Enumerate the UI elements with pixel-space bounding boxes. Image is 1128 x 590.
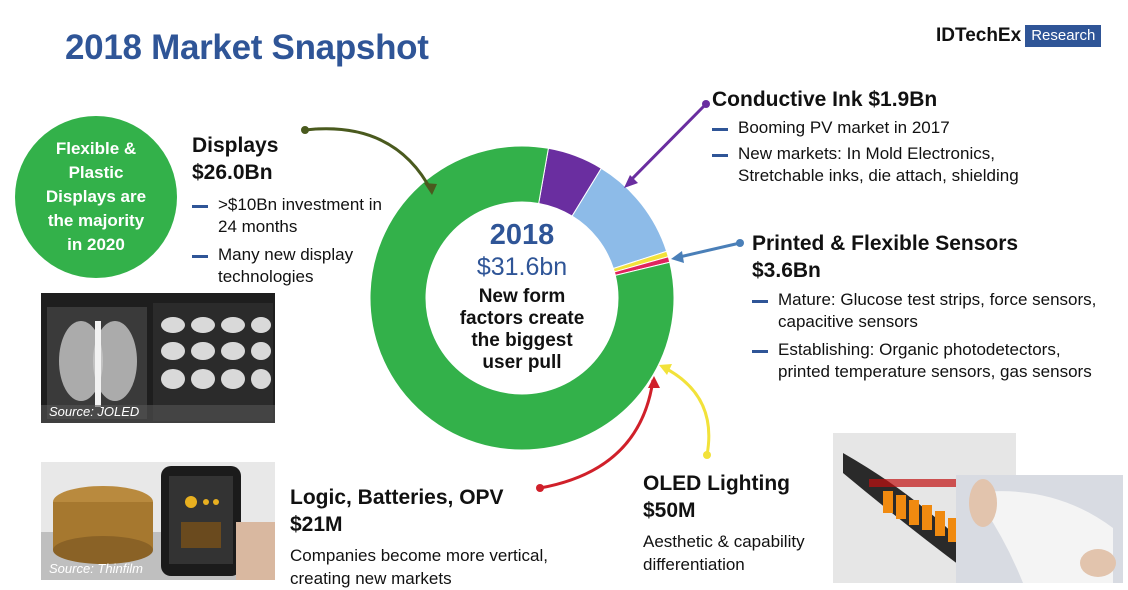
displays-bullet: >$10Bn investment in 24 months (192, 194, 386, 238)
donut-slice-displays (369, 145, 675, 451)
sensors-bullet: Establishing: Organic photodetectors, pr… (752, 339, 1108, 383)
logic-arrow-dot (536, 484, 544, 492)
center-line: the biggest (471, 330, 573, 351)
logic-arrowhead (648, 376, 660, 388)
displays-arrowhead (424, 183, 437, 195)
majority-badge: Flexible & Plastic Displays are the majo… (15, 116, 177, 278)
oled-photo (833, 433, 1123, 583)
displays-arrow-dot (301, 126, 309, 134)
logo-tag: Research (1025, 25, 1102, 47)
smart-packaging-image (41, 462, 275, 580)
donut-segments (369, 145, 675, 451)
photo-source: Source: JOLED (49, 404, 140, 419)
bullet-text: Mature: Glucose test strips, force senso… (778, 290, 1097, 331)
center-year: 2018 (489, 219, 555, 251)
center-line: factors create (459, 308, 585, 329)
logic-photo: Source: Thinfilm (41, 462, 275, 580)
badge-line: Displays are (45, 187, 147, 206)
idtechex-logo: IDTechEx Research (936, 24, 1102, 48)
displays-value: $26.0Bn (192, 161, 273, 184)
badge-line: Flexible & (55, 139, 137, 158)
conductive-bullet: New markets: In Mold Electronics, Stretc… (712, 143, 1068, 187)
bullet-dash (192, 255, 208, 258)
conductive-block: Conductive Ink $1.9Bn Booming PV market … (712, 86, 1092, 187)
sensors-value: $3.6Bn (752, 259, 821, 282)
displays-bullet: Many new display technologies (192, 244, 386, 288)
conductive-arrow (626, 102, 708, 185)
oled-arrowhead (659, 364, 672, 375)
sensors-block: Printed & Flexible Sensors $3.6Bn Mature… (752, 230, 1112, 383)
oled-arrow (662, 365, 711, 456)
donut-center: 2018 $31.6bn New form factors create the… (442, 218, 602, 374)
logic-value: $21M (290, 513, 343, 536)
oled-title: OLED Lighting (643, 472, 790, 495)
page-title: 2018 Market Snapshot (65, 28, 429, 67)
bullet-dash (192, 205, 208, 208)
badge-line: Plastic (68, 163, 124, 182)
displays-block: Displays $26.0Bn >$10Bn investment in 24… (192, 132, 392, 288)
sensors-title: Printed & Flexible Sensors (752, 232, 1019, 255)
bullet-dash (712, 154, 728, 157)
conductive-heading: Conductive Ink $1.9Bn (712, 88, 938, 111)
conductive-bullet: Booming PV market in 2017 (712, 117, 1092, 139)
bullet-text: Establishing: Organic photodetectors, pr… (778, 340, 1092, 381)
oled-lamp-image (833, 433, 1123, 583)
xray-display-image (41, 293, 275, 423)
logic-desc: Companies become more vertical, creating… (290, 546, 548, 588)
sensors-arrow-dot (736, 239, 744, 247)
sensors-arrow (674, 241, 741, 260)
bullet-dash (752, 300, 768, 303)
oled-value: $50M (643, 499, 696, 522)
sensors-arrowhead (671, 251, 684, 263)
sensors-bullet: Mature: Glucose test strips, force senso… (752, 289, 1098, 333)
center-total: $31.6bn (476, 253, 568, 281)
conductive-arrow-dot (702, 100, 710, 108)
logic-title: Logic, Batteries, OPV (290, 486, 504, 509)
oled-desc: Aesthetic & capability differentiation (643, 532, 805, 574)
callout-arrows (301, 100, 744, 492)
bullet-text: Many new display technologies (218, 245, 354, 286)
conductive-arrowhead (624, 175, 638, 188)
bullet-text: New markets: In Mold Electronics, Stretc… (738, 144, 1019, 185)
photo-source: Source: Thinfilm (49, 561, 143, 576)
displays-title: Displays (192, 134, 279, 157)
bullet-dash (752, 350, 768, 353)
oled-arrow-dot (703, 451, 711, 459)
oled-block: OLED Lighting $50M Aesthetic & capabilit… (643, 470, 843, 576)
badge-line: the majority (47, 211, 145, 230)
logic-arrow (539, 379, 655, 490)
bullet-dash (712, 128, 728, 131)
bullet-text: Booming PV market in 2017 (738, 118, 950, 137)
center-line: New form (478, 286, 566, 307)
displays-arrow (304, 127, 434, 193)
badge-line: in 2020 (67, 235, 125, 254)
center-line: user pull (482, 352, 562, 373)
displays-photo: Source: JOLED (41, 293, 275, 423)
bullet-text: >$10Bn investment in 24 months (218, 195, 382, 236)
logo-brand: IDTechEx (936, 25, 1022, 46)
logic-block: Logic, Batteries, OPV $21M Companies bec… (290, 484, 590, 590)
